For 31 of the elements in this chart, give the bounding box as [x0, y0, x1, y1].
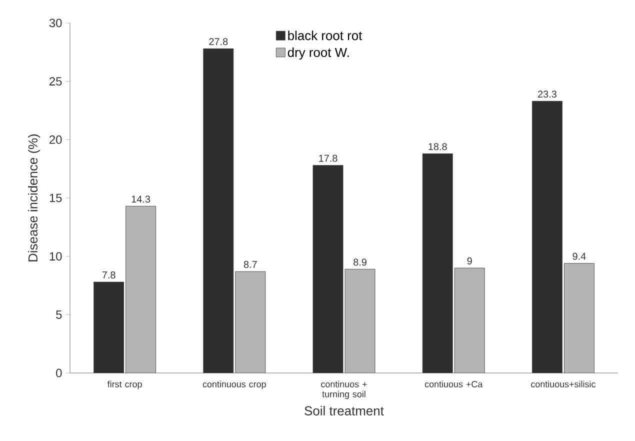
x-tick-label: continuos + turning soil [321, 380, 367, 400]
data-label: 9 [467, 257, 472, 264]
data-label: 17.8 [319, 154, 338, 162]
bar [126, 206, 156, 373]
data-label: 14.3 [132, 196, 150, 203]
bar [564, 263, 594, 373]
bar [235, 271, 266, 373]
y-tick-label: 15 [50, 194, 62, 202]
legend-label: black root rot [288, 30, 362, 40]
x-tick-label: contiuous+silisic [531, 380, 596, 388]
bar [344, 268, 376, 373]
bar [454, 268, 485, 373]
data-label: 7.8 [102, 271, 116, 278]
data-label: 9.4 [572, 252, 586, 260]
data-label: 27.8 [209, 38, 228, 46]
data-label: 23.3 [538, 90, 556, 98]
x-axis-title: Soil treatment [304, 406, 384, 416]
y-tick-label: 5 [56, 310, 62, 319]
legend-label: dry root W. [288, 48, 349, 60]
y-tick-label: 10 [50, 252, 62, 261]
x-tick-label: contiuous +Ca [424, 380, 483, 388]
data-label: 8.7 [244, 260, 257, 268]
x-tick-label: continuous crop [202, 380, 266, 390]
data-label: 8.9 [354, 258, 366, 266]
y-tick-label: 30 [49, 18, 62, 28]
y-tick-label: 25 [50, 77, 62, 86]
x-tick-label: first crop [107, 380, 142, 390]
data-label: 18.8 [428, 143, 447, 150]
y-axis-title: Disease incidence (%) [28, 134, 40, 262]
y-tick-label: 0 [56, 368, 62, 378]
y-tick-label: 20 [50, 135, 62, 144]
